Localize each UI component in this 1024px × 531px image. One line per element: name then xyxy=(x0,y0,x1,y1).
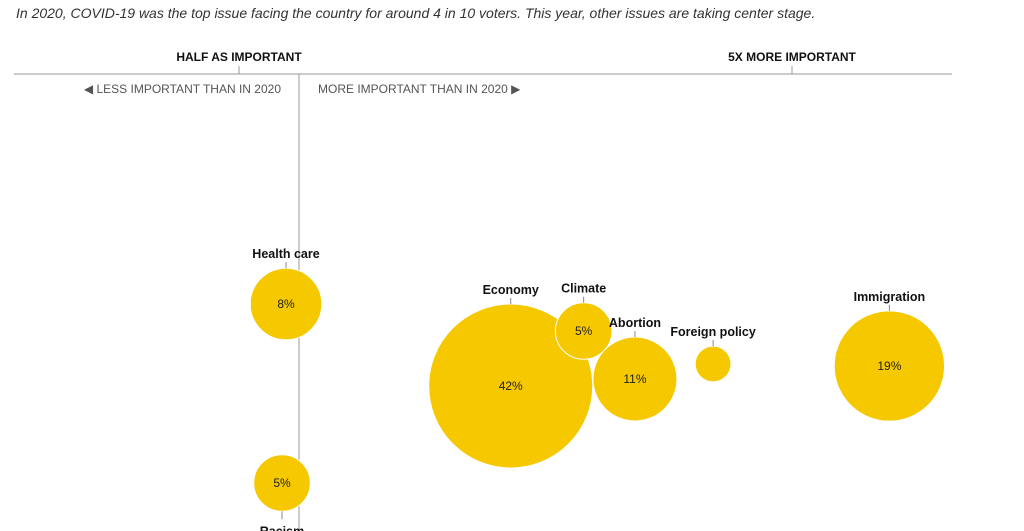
five-x-more-important-label: 5X MORE IMPORTANT xyxy=(728,50,856,64)
issue-label-foreign-policy: Foreign policy xyxy=(670,325,755,339)
bubble-value-economy: 42% xyxy=(499,379,523,393)
issue-label-racism: Racism xyxy=(260,524,304,531)
bubble-value-racism: 5% xyxy=(273,476,291,490)
bubble-value-immigration: 19% xyxy=(877,359,901,373)
issue-label-immigration: Immigration xyxy=(854,290,926,304)
bubble-foreign-policy xyxy=(694,345,732,383)
bubble-value-climate: 5% xyxy=(575,324,593,338)
chart-intro-text: In 2020, COVID-19 was the top issue faci… xyxy=(16,5,816,21)
bubble-value-health-care: 8% xyxy=(277,297,295,311)
half-as-important-label: HALF AS IMPORTANT xyxy=(176,50,302,64)
issue-label-climate: Climate xyxy=(561,282,606,296)
less-important-label: ◀ LESS IMPORTANT THAN IN 2020 xyxy=(84,82,281,96)
issue-label-abortion: Abortion xyxy=(609,316,661,330)
issue-label-economy: Economy xyxy=(483,283,539,297)
bubbles-group: 8% Health care 5% Racism 42% Economy 5% Climate… xyxy=(249,247,946,531)
bubble-value-abortion: 11% xyxy=(623,372,646,386)
more-important-label: MORE IMPORTANT THAN IN 2020 ▶ xyxy=(318,82,521,96)
issue-label-health-care: Health care xyxy=(252,247,319,261)
